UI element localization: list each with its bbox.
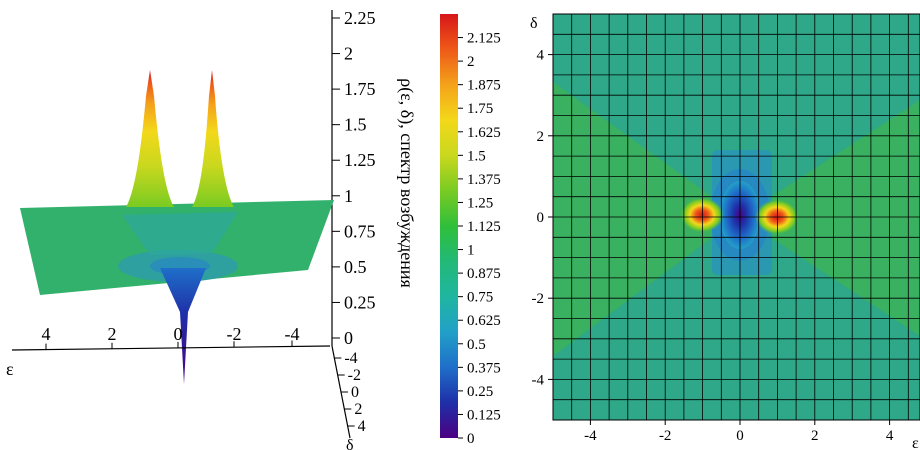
x-tick-label: 4 <box>886 428 894 444</box>
z-axis-ticks: 0 0.25 0.5 0.75 1 1.25 1.5 1.75 2 2.25 <box>332 8 376 348</box>
contour-grid <box>553 14 920 420</box>
colorbar-bar <box>440 14 458 438</box>
eps-tick-label: -2 <box>227 324 242 344</box>
colorbar-tick-label: 0.75 <box>467 290 493 306</box>
y-tick-label: 4 <box>537 48 545 64</box>
z-axis-title: ρ(ε, δ), спектр возбуждения <box>396 78 417 288</box>
eps-tick-label: 2 <box>108 324 117 344</box>
z-tick-label: 0.75 <box>344 221 376 241</box>
surface-plot: 0 0.25 0.5 0.75 1 1.25 1.5 1.75 2 2.25 ρ(ε, δ), с… <box>6 8 417 450</box>
y-tick-label: -2 <box>532 291 545 307</box>
z-tick-label: 0.5 <box>344 257 367 277</box>
z-tick-label: 1.5 <box>344 115 367 135</box>
colorbar-tick-label: 1.625 <box>467 125 501 141</box>
delta-tick-label: -2 <box>348 367 361 384</box>
colorbar-tick-label: 0.5 <box>467 337 486 353</box>
contour-y-axis-label: δ <box>530 15 538 32</box>
surface-peak-left <box>126 70 174 207</box>
colorbar-tick-label: 1.5 <box>467 148 486 164</box>
z-tick-label: 0 <box>344 328 353 348</box>
delta-axis-label: δ <box>346 437 354 450</box>
eps-axis-label: ε <box>6 359 14 379</box>
colorbar-tick-label: 1.75 <box>467 101 493 117</box>
colorbar-tick-label: 0.125 <box>467 407 501 423</box>
z-tick-label: 2.25 <box>344 8 376 28</box>
colorbar-tick-label: 1.25 <box>467 195 493 211</box>
z-tick-label: 1 <box>344 186 353 206</box>
contour-plot: -4 -2 0 2 4 4 2 0 -2 -4 δ ε <box>530 14 920 450</box>
delta-tick-label: 0 <box>351 384 359 401</box>
x-tick-label: 2 <box>811 428 819 444</box>
z-tick-label: 1.25 <box>344 150 376 170</box>
eps-tick-label: -4 <box>285 324 300 344</box>
colorbar-tick-label: 0.875 <box>467 266 501 282</box>
contour-hotspot-left <box>680 197 724 233</box>
z-tick-label: 0.25 <box>344 292 376 312</box>
y-tick-label: 2 <box>537 129 545 145</box>
delta-tick-label: 2 <box>354 401 362 418</box>
delta-tick-label: 4 <box>358 418 366 435</box>
x-tick-label: -4 <box>584 428 597 444</box>
colorbar-tick-label: 0 <box>467 431 475 447</box>
colorbar: 0 0.125 0.25 0.375 0.5 0.625 0.75 0.875 1 1.125 1.… <box>440 14 501 447</box>
delta-tick-label: -4 <box>344 350 357 367</box>
colorbar-tick-label: 0.375 <box>467 360 501 376</box>
colorbar-tick-label: 2.125 <box>467 31 501 47</box>
colorbar-tick-label: 0.25 <box>467 384 493 400</box>
colorbar-tick-label: 1.875 <box>467 78 501 94</box>
eps-axis-line <box>12 346 330 350</box>
surface-dip-cone <box>160 268 206 384</box>
surface-peak-right <box>192 70 234 207</box>
x-tick-label: 0 <box>736 428 744 444</box>
eps-tick-label: 4 <box>42 324 51 344</box>
colorbar-tick-label: 1 <box>467 243 475 259</box>
z-tick-label: 1.75 <box>344 79 376 99</box>
colorbar-tick-label: 0.625 <box>467 313 501 329</box>
colorbar-tick-label: 1.375 <box>467 172 501 188</box>
x-tick-label: -2 <box>659 428 672 444</box>
y-tick-label: -4 <box>532 372 545 388</box>
colorbar-tick-label: 1.125 <box>467 219 501 235</box>
eps-tick-label: 0 <box>174 324 183 344</box>
contour-x-axis-label: ε <box>912 435 919 450</box>
eps-axis-ticks: 4 2 0 -2 -4 <box>42 324 300 350</box>
colorbar-tick-label: 2 <box>467 54 475 70</box>
z-tick-label: 2 <box>344 44 353 64</box>
y-tick-label: 0 <box>537 210 545 226</box>
colorbar-ticks: 0 0.125 0.25 0.375 0.5 0.625 0.75 0.875 1 1.125 1.… <box>458 31 501 447</box>
